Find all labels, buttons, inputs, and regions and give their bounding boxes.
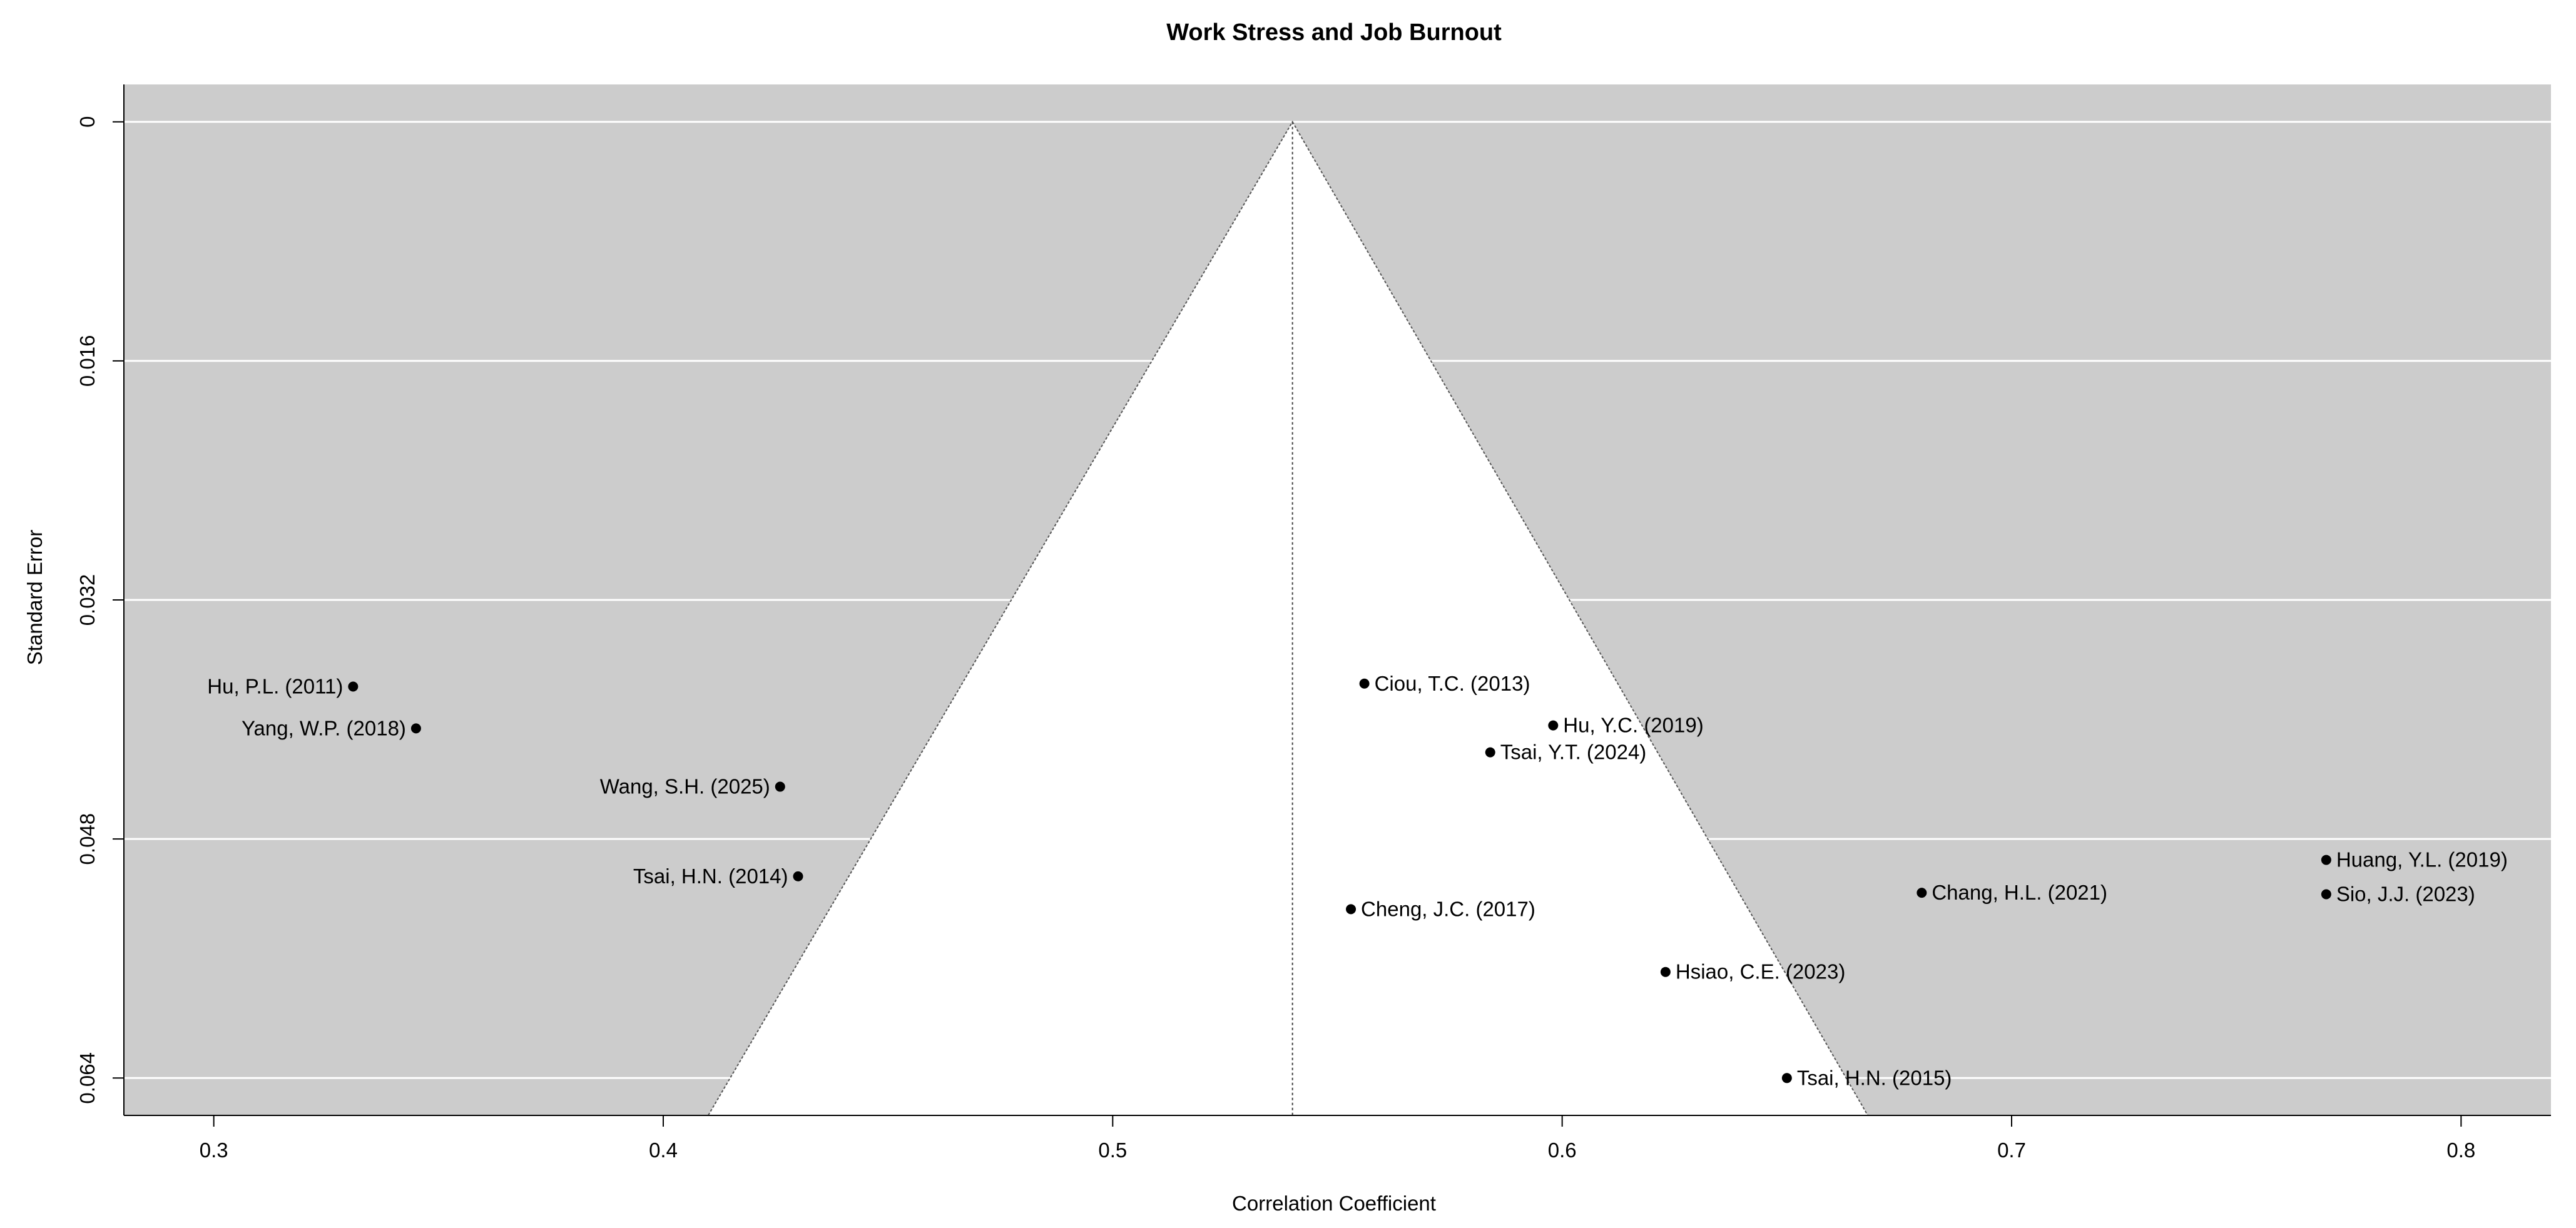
- data-point: [793, 871, 803, 881]
- y-axis: 0 0.016 0.032 0.048 0.064: [76, 84, 125, 1115]
- data-point: [348, 681, 359, 692]
- data-point: [1485, 747, 1495, 758]
- data-point-label: Ciou, T.C. (2013): [1375, 672, 1530, 695]
- data-point: [410, 723, 421, 734]
- y-axis-label: Standard Error: [23, 530, 46, 665]
- data-point-label: Hu, P.L. (2011): [207, 675, 343, 698]
- y-tick-label: 0.064: [76, 1052, 99, 1104]
- y-tick-label: 0.032: [76, 574, 99, 626]
- data-point: [1346, 904, 1357, 915]
- y-tick-label: 0: [76, 116, 99, 128]
- x-tick-label: 0.7: [1997, 1139, 2026, 1162]
- data-point-label: Yang, W.P. (2018): [242, 716, 406, 739]
- x-tick-label: 0.8: [2446, 1139, 2475, 1162]
- x-tick-label: 0.6: [1548, 1139, 1577, 1162]
- data-point-label: Hu, Y.C. (2019): [1563, 714, 1703, 737]
- x-tick-label: 0.5: [1098, 1139, 1127, 1162]
- data-point-label: Cheng, J.C. (2017): [1361, 897, 1535, 920]
- y-tick-label: 0.048: [76, 813, 99, 865]
- x-axis-label: Correlation Coefficient: [1232, 1192, 1436, 1215]
- data-point-label: Tsai, Y.T. (2024): [1500, 741, 1647, 764]
- data-point-label: Tsai, H.N. (2014): [633, 865, 788, 888]
- data-point: [1781, 1073, 1792, 1083]
- data-point-label: Chang, H.L. (2021): [1932, 881, 2107, 904]
- data-point-label: Huang, Y.L. (2019): [2336, 848, 2508, 871]
- data-point: [775, 781, 785, 792]
- x-axis: 0.3 0.4 0.5 0.6 0.7 0.8: [124, 1115, 2551, 1162]
- data-point: [1660, 967, 1671, 977]
- x-tick-label: 0.4: [649, 1139, 678, 1162]
- data-point: [2321, 889, 2331, 900]
- chart-title: Work Stress and Job Burnout: [1166, 19, 1502, 46]
- data-point-label: Hsiao, C.E. (2023): [1676, 960, 1845, 983]
- data-points: Hu, P.L. (2011) Yang, W.P. (2018) Wang, S.…: [207, 672, 2508, 1090]
- data-point: [1548, 720, 1559, 731]
- data-point-label: Tsai, H.N. (2015): [1797, 1066, 1952, 1089]
- data-point: [1359, 678, 1370, 689]
- data-point-label: Wang, S.H. (2025): [600, 775, 770, 798]
- data-point: [1917, 888, 1927, 898]
- data-point: [2321, 855, 2331, 865]
- plot-area: [124, 84, 2551, 1116]
- data-point-label: Sio, J.J. (2023): [2336, 883, 2475, 906]
- x-tick-label: 0.3: [200, 1139, 228, 1162]
- y-tick-label: 0.016: [76, 335, 99, 387]
